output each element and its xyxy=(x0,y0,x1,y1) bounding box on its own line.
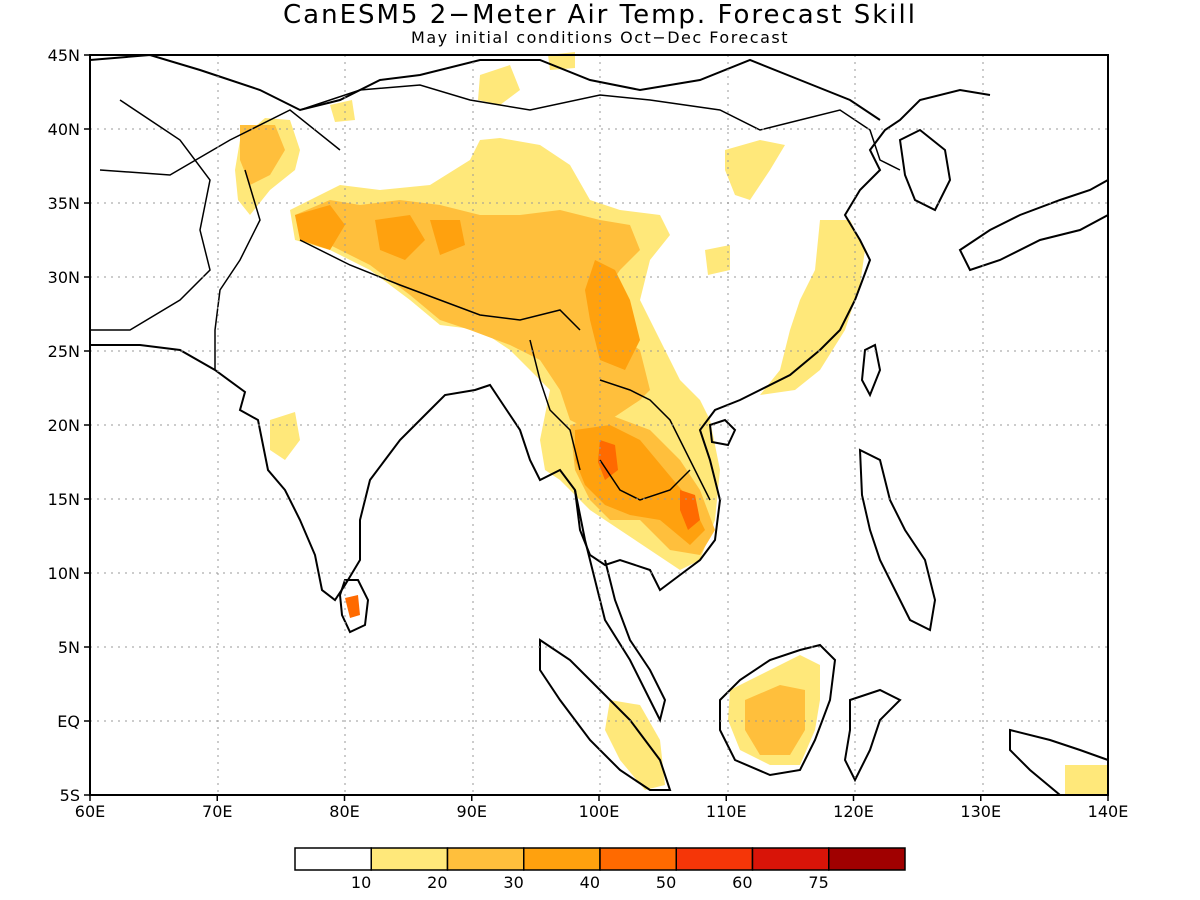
lat-tick-label: 5N xyxy=(58,638,80,657)
shade-india xyxy=(270,412,300,460)
map-subtitle: May initial conditions Oct−Dec Forecast xyxy=(411,28,789,47)
shade-north xyxy=(478,65,520,105)
border-pakistan-india xyxy=(214,169,261,370)
shade-tibet-core xyxy=(295,205,345,250)
border-himalaya xyxy=(299,239,581,331)
lon-tick-label: 120E xyxy=(833,802,874,821)
colorbar-label: 10 xyxy=(351,873,371,892)
lon-tick-label: 70E xyxy=(202,802,232,821)
shade-tibet-core2 xyxy=(375,215,425,260)
borneo-coastline xyxy=(719,643,837,777)
lon-tick-label: 60E xyxy=(75,802,105,821)
colorbar-label: 30 xyxy=(503,873,523,892)
colorbar: 10 20 30 40 50 60 75 xyxy=(294,847,906,892)
philippines-coastline xyxy=(858,448,937,632)
sumatra-coastline xyxy=(539,638,672,791)
longitude-axis: 60E 70E 80E 90E 100E 110E 120E 130E 140E xyxy=(75,795,1129,821)
colorbar-swatch xyxy=(828,847,906,871)
gridlines xyxy=(90,55,1108,795)
colorbar-swatch xyxy=(751,847,830,871)
lon-tick-label: 130E xyxy=(960,802,1001,821)
colorbar-label: 50 xyxy=(656,873,676,892)
colorbar-swatch xyxy=(446,847,525,871)
colorbar-swatch xyxy=(599,847,677,871)
shade-se-china xyxy=(705,245,730,275)
colorbar-swatch xyxy=(675,847,754,871)
shade-karakoram-mid xyxy=(240,125,285,185)
shade-borneo-mid xyxy=(745,685,805,755)
lon-tick-label: 100E xyxy=(579,802,620,821)
colorbar-swatch xyxy=(294,847,372,871)
korea-coastline xyxy=(898,128,952,212)
shade-hot3 xyxy=(345,595,360,618)
shade-east-coast xyxy=(760,220,865,395)
malay-coastline xyxy=(574,489,667,723)
lat-tick-label: 15N xyxy=(48,490,80,509)
lat-tick-label: 5S xyxy=(60,786,80,805)
border-laos-vietnam xyxy=(599,379,711,501)
shade-ne1 xyxy=(725,140,785,200)
border-thai-cambodia xyxy=(599,459,691,501)
lat-tick-label: 35N xyxy=(48,194,80,213)
border-china-kazakh xyxy=(99,109,341,176)
lat-tick-label: 40N xyxy=(48,120,80,139)
shade-yunnan xyxy=(585,260,640,370)
border-afghanistan xyxy=(90,99,211,331)
shade-hot1 xyxy=(598,440,618,480)
border-myanmar xyxy=(529,339,581,471)
colorbar-label: 75 xyxy=(808,873,828,892)
shade-hot2 xyxy=(680,490,700,530)
shade-pacific xyxy=(1065,765,1108,795)
border-mongolia xyxy=(299,84,801,131)
japan-coastline xyxy=(958,178,1109,272)
north-coastline xyxy=(89,53,881,121)
lon-tick-label: 80E xyxy=(329,802,359,821)
shade-dot1 xyxy=(330,100,355,122)
map-title: CanESM5 2−Meter Air Temp. Forecast Skill xyxy=(283,0,917,30)
lat-tick-label: 30N xyxy=(48,268,80,287)
shade-sumatra xyxy=(605,700,665,790)
shade-tibet-core3 xyxy=(430,220,465,255)
lon-tick-label: 140E xyxy=(1088,802,1129,821)
colorbar-swatch xyxy=(523,847,601,871)
lat-tick-label: 10N xyxy=(48,564,80,583)
taiwan-coastline xyxy=(860,343,882,398)
sulawesi-coastline xyxy=(843,688,902,783)
lon-tick-label: 110E xyxy=(706,802,747,821)
hainan-coastline xyxy=(708,418,737,447)
lat-tick-label: 25N xyxy=(48,342,80,361)
border-china-ne xyxy=(799,109,901,171)
lat-tick-label: 45N xyxy=(48,46,80,65)
country-borders xyxy=(90,84,901,501)
lat-tick-label: 20N xyxy=(48,416,80,435)
colorbar-label: 60 xyxy=(732,873,752,892)
colorbar-swatch xyxy=(370,847,449,871)
skill-shading xyxy=(235,52,1108,795)
latitude-axis: 5S EQ 5N 10N 15N 20N 25N 30N 35N 40N 45N xyxy=(48,46,90,805)
lon-tick-label: 90E xyxy=(457,802,487,821)
sri-lanka-coastline xyxy=(338,579,370,634)
colorbar-label: 20 xyxy=(427,873,447,892)
lat-tick-label: EQ xyxy=(57,712,80,731)
colorbar-label: 40 xyxy=(580,873,600,892)
